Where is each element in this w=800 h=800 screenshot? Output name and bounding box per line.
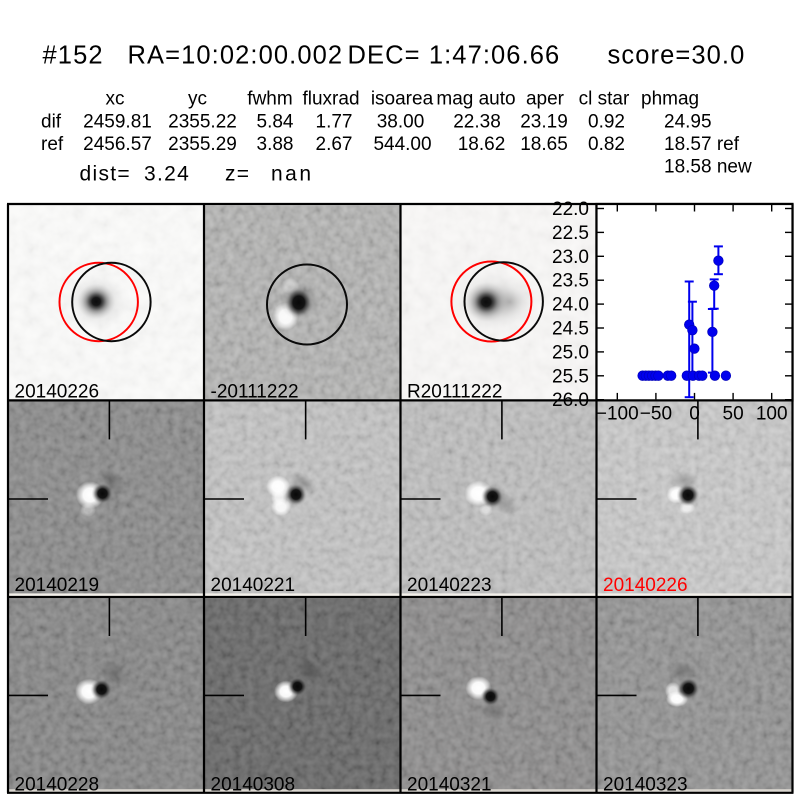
svg-text:dist=: dist= xyxy=(80,163,131,186)
svg-text:2.67: 2.67 xyxy=(316,134,353,155)
svg-text:2355.29: 2355.29 xyxy=(168,134,237,155)
svg-text:0: 0 xyxy=(689,404,700,425)
svg-text:20140321: 20140321 xyxy=(407,775,492,796)
svg-text:25.0: 25.0 xyxy=(552,342,589,363)
svg-text:#152: #152 xyxy=(43,42,104,70)
svg-text:fluxrad: fluxrad xyxy=(302,89,359,110)
svg-text:R20111222: R20111222 xyxy=(407,382,502,403)
svg-text:RA=10:02:00.002: RA=10:02:00.002 xyxy=(128,42,344,70)
svg-text:yc: yc xyxy=(188,89,207,110)
svg-text:50: 50 xyxy=(723,404,744,425)
svg-text:20140308: 20140308 xyxy=(211,775,296,796)
svg-text:DEC= 1:47:06.66: DEC= 1:47:06.66 xyxy=(348,42,561,70)
svg-text:cl star: cl star xyxy=(579,89,630,110)
svg-text:20140228: 20140228 xyxy=(15,775,100,796)
svg-text:20140323: 20140323 xyxy=(603,775,688,796)
svg-text:18.62: 18.62 xyxy=(458,134,506,155)
svg-text:20140221: 20140221 xyxy=(211,575,296,596)
svg-text:24.5: 24.5 xyxy=(552,319,589,340)
svg-text:−50: −50 xyxy=(640,404,672,425)
svg-text:18.65: 18.65 xyxy=(520,134,568,155)
svg-text:26.0: 26.0 xyxy=(552,390,589,411)
svg-text:38.00: 38.00 xyxy=(377,112,425,133)
svg-text:24.0: 24.0 xyxy=(552,295,589,316)
svg-text:2355.22: 2355.22 xyxy=(168,112,237,133)
svg-text:dif: dif xyxy=(41,112,62,133)
svg-text:3.24: 3.24 xyxy=(144,163,190,186)
svg-text:-20111222: -20111222 xyxy=(211,382,299,403)
svg-text:−100: −100 xyxy=(596,404,639,425)
svg-text:ref: ref xyxy=(41,134,64,155)
svg-text:22.38: 22.38 xyxy=(453,112,501,133)
svg-text:0.92: 0.92 xyxy=(588,112,625,133)
svg-text:18.57 ref: 18.57 ref xyxy=(664,134,740,155)
svg-text:100: 100 xyxy=(756,404,788,425)
svg-text:23.19: 23.19 xyxy=(520,112,568,133)
svg-text:5.84: 5.84 xyxy=(257,112,294,133)
svg-text:z=: z= xyxy=(225,163,250,186)
svg-text:aper: aper xyxy=(526,89,565,110)
svg-text:23.0: 23.0 xyxy=(552,247,589,268)
svg-text:23.5: 23.5 xyxy=(552,271,589,292)
svg-text:phmag: phmag xyxy=(641,89,699,110)
svg-text:score=30.0: score=30.0 xyxy=(608,42,746,70)
svg-text:20140223: 20140223 xyxy=(407,575,492,596)
svg-text:22.0: 22.0 xyxy=(552,199,589,220)
svg-text:2456.57: 2456.57 xyxy=(83,134,152,155)
svg-text:nan: nan xyxy=(271,163,314,186)
svg-text:3.88: 3.88 xyxy=(257,134,294,155)
svg-text:20140219: 20140219 xyxy=(15,575,100,596)
svg-text:1.77: 1.77 xyxy=(316,112,353,133)
svg-text:xc: xc xyxy=(106,89,125,110)
svg-text:18.58 new: 18.58 new xyxy=(664,157,752,178)
svg-text:2459.81: 2459.81 xyxy=(83,112,152,133)
svg-text:22.5: 22.5 xyxy=(552,223,589,244)
svg-text:fwhm: fwhm xyxy=(247,89,292,110)
svg-text:0.82: 0.82 xyxy=(588,134,625,155)
svg-text:20140226: 20140226 xyxy=(603,575,688,596)
svg-text:544.00: 544.00 xyxy=(373,134,431,155)
svg-text:mag auto: mag auto xyxy=(436,89,515,110)
svg-text:isoarea: isoarea xyxy=(371,89,434,110)
svg-text:25.5: 25.5 xyxy=(552,366,589,387)
svg-text:24.95: 24.95 xyxy=(664,112,712,133)
svg-text:20140226: 20140226 xyxy=(15,382,100,403)
